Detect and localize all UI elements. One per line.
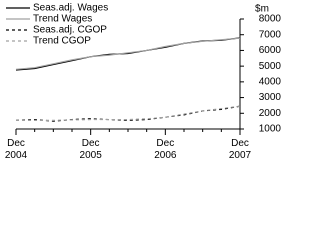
y-tick-label: 8000	[259, 14, 282, 25]
x-tick-label: Dec 2007	[228, 138, 252, 161]
y-tick-label: 7000	[259, 29, 282, 40]
plot: $m 1000 2000 3000 4000 5000 6000 7000 8000 Seas.…	[6, 3, 282, 135]
y-tick-label: 1000	[259, 124, 282, 135]
series-line	[15, 37, 241, 70]
legend-label: Trend Wages	[33, 14, 92, 25]
y-tick-label: 5000	[259, 61, 282, 72]
chart: $m 1000 2000 3000 4000 5000 6000 7000 8000 Seas.…	[4, 3, 282, 161]
legend-label: Seas.adj. CGOP	[33, 25, 107, 36]
y-tick-label: 3000	[259, 92, 282, 103]
y-tick-label: 4000	[259, 76, 282, 87]
series-line	[15, 105, 241, 122]
y-axis-label: $m	[255, 4, 269, 15]
y-tick-label: 6000	[259, 45, 282, 56]
x-tick-label: Dec 2005	[79, 138, 102, 161]
x-tick-label: Dec 2004	[4, 138, 28, 161]
y-tick-label: 2000	[259, 108, 282, 119]
legend-label: Trend CGOP	[33, 36, 91, 47]
legend-label: Seas.adj. Wages	[33, 3, 108, 14]
series-line	[16, 105, 241, 121]
x-tick-label: Dec 2006	[154, 138, 177, 161]
